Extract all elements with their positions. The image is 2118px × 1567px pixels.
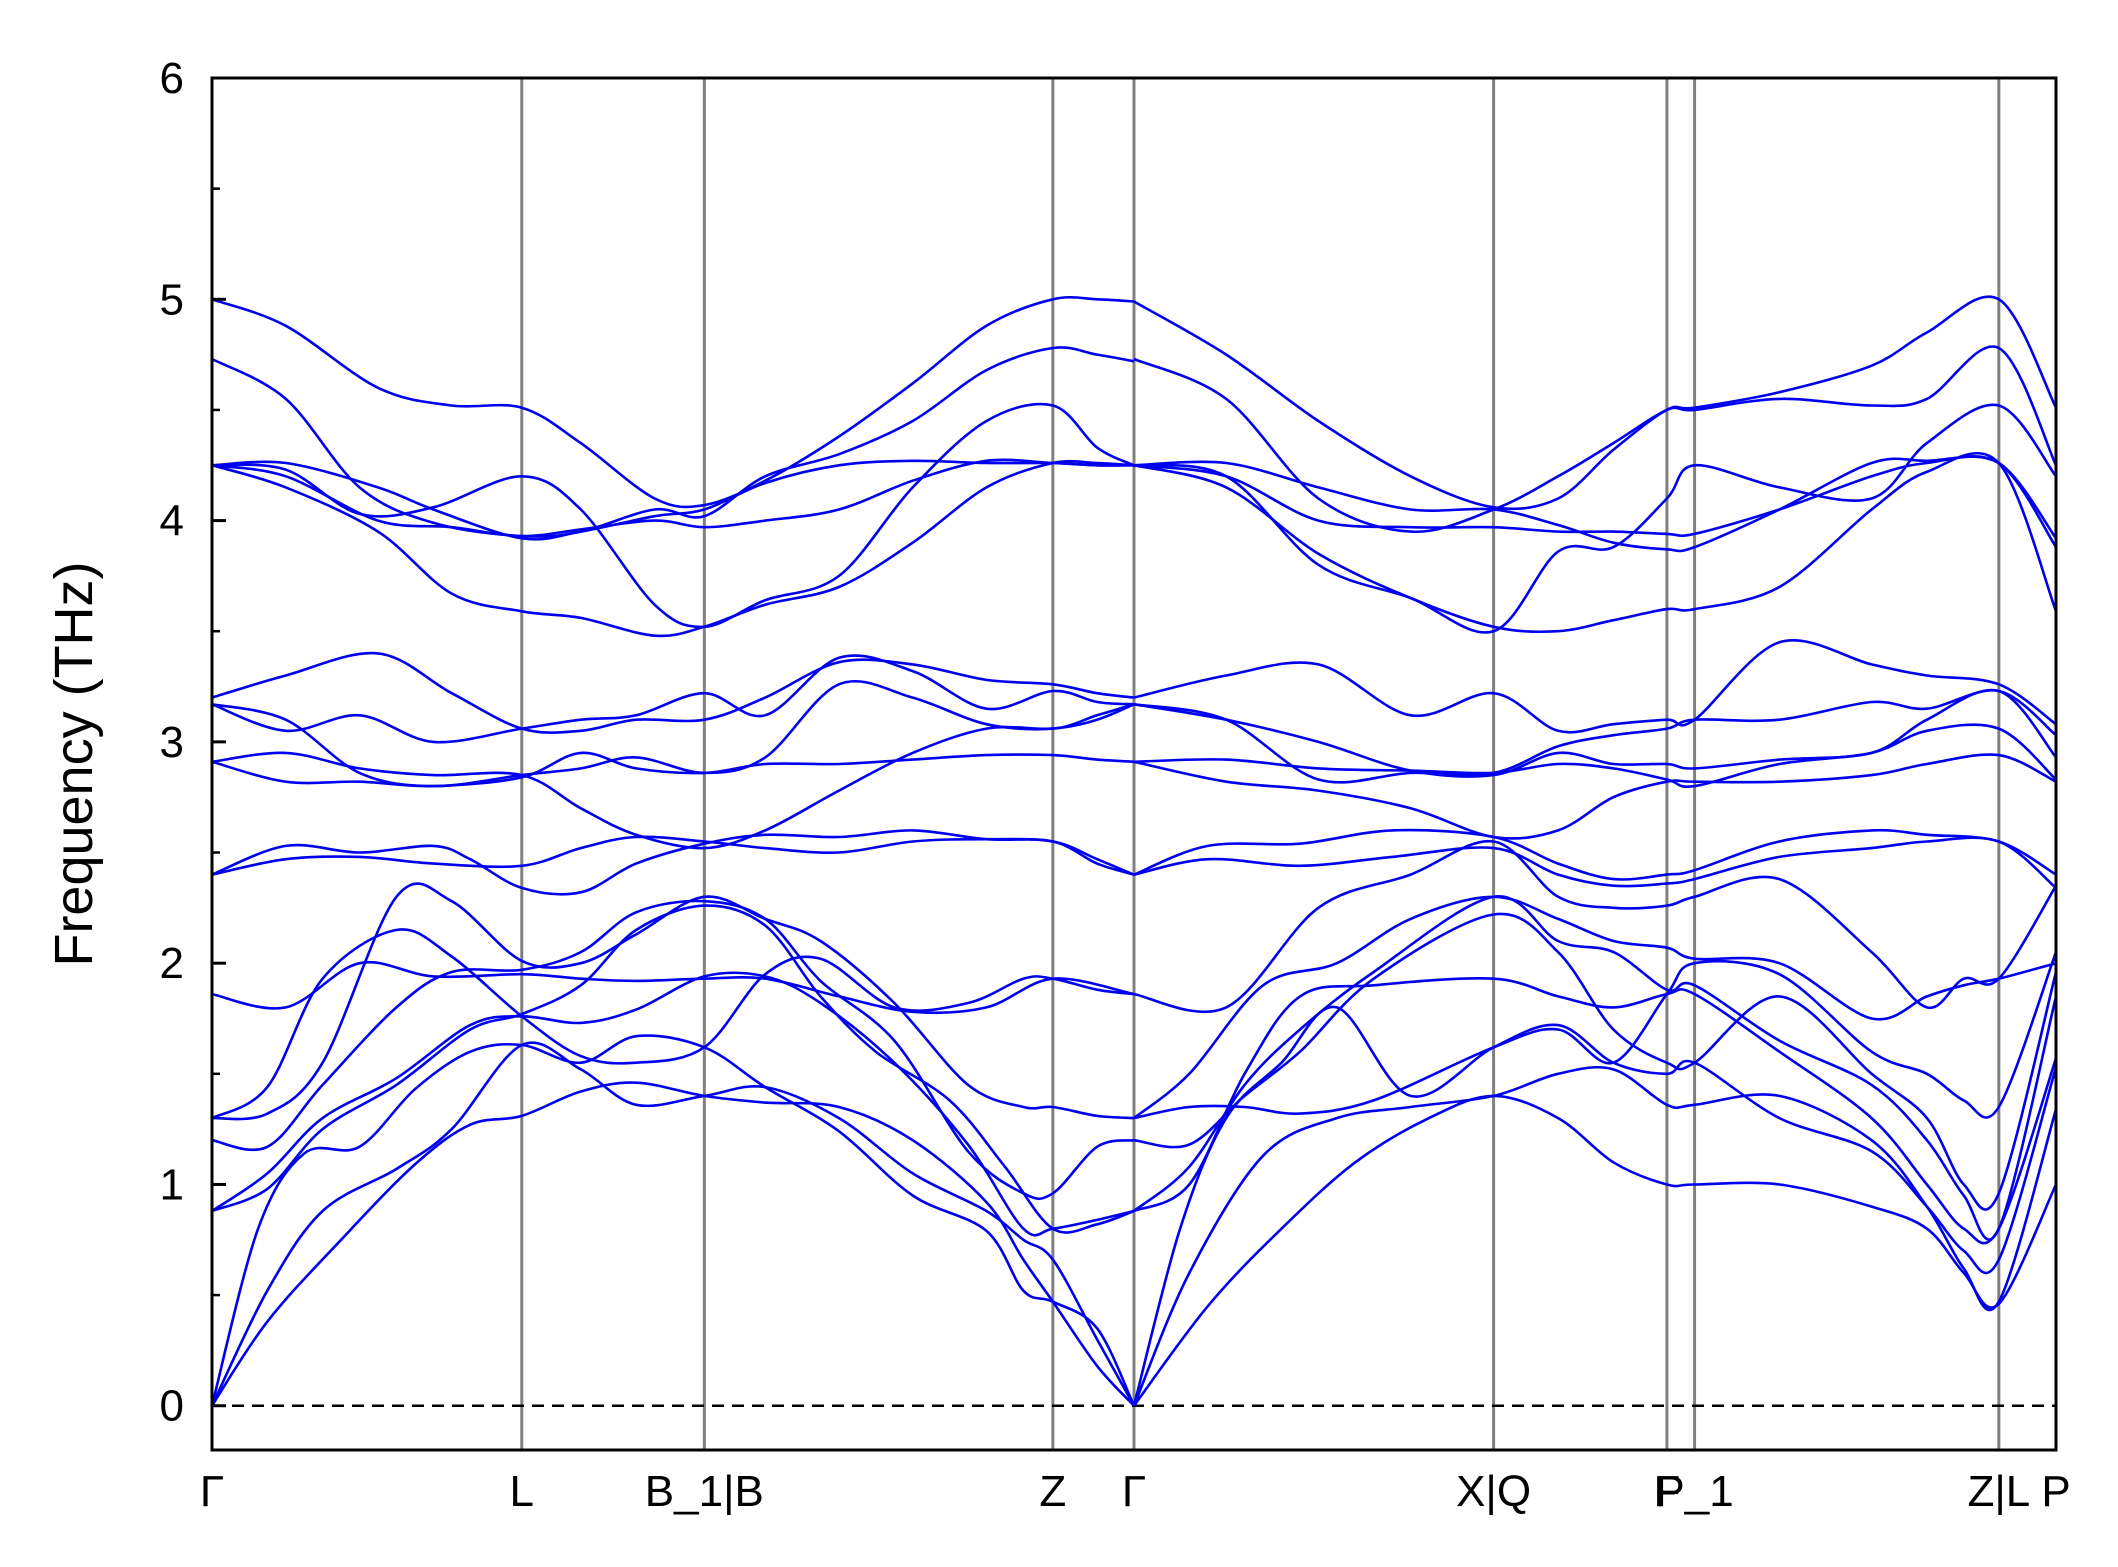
y-tick-label-2: 2 (160, 939, 184, 988)
x-tick-label-0: Γ (200, 1467, 224, 1516)
x-tick-label-6: F (1653, 1467, 1680, 1516)
band-line-40 (1133, 455, 2058, 553)
x-tick-label-8: Z|L (1967, 1467, 2030, 1516)
band-line-6 (211, 882, 1135, 1121)
band-line-37 (1133, 639, 2057, 734)
band-line-35 (1133, 688, 2058, 778)
band-line-20 (211, 346, 1135, 538)
band-line-10 (211, 829, 1135, 896)
plot-frame (210, 76, 2058, 1452)
band-series (210, 295, 2058, 1407)
x-tick-label-5: X|Q (1456, 1467, 1531, 1516)
band-line-13 (211, 679, 1135, 788)
band-line-41 (1133, 403, 2058, 634)
band-line-18 (211, 459, 1135, 541)
y-tick-label-5: 5 (160, 275, 184, 324)
y-tick-label-0: 0 (160, 1382, 184, 1431)
band-line-39 (1133, 454, 2058, 548)
band-line-27 (1133, 912, 2058, 1211)
band-line-42 (1133, 345, 2058, 533)
band-line-0 (210, 1081, 1135, 1407)
band-line-36 (1133, 689, 2057, 784)
y-tick-label-3: 3 (160, 718, 184, 767)
band-line-1 (210, 1041, 1136, 1407)
band-line-15 (211, 651, 1135, 734)
y-tick-label-6: 6 (160, 54, 184, 103)
y-axis: 0 1 2 3 4 5 6 (160, 54, 226, 1431)
band-line-4 (211, 904, 1135, 1234)
band-line-8 (211, 960, 1135, 1015)
x-tick-label-1: L (510, 1467, 534, 1516)
y-tick-label-1: 1 (160, 1160, 184, 1209)
y-tick-label-4: 4 (160, 497, 184, 546)
band-line-26 (1133, 895, 2058, 1241)
band-line-3 (211, 971, 1135, 1237)
x-tick-label-7: P_1 (1655, 1467, 1733, 1516)
band-line-9 (211, 835, 1135, 876)
band-line-43 (1133, 295, 2058, 511)
band-line-32 (1133, 828, 2057, 881)
band-line-33 (1133, 753, 2057, 840)
band-line-23 (1132, 1065, 2058, 1407)
band-line-12 (211, 703, 1135, 850)
x-tick-label-9: P (2041, 1467, 2070, 1516)
band-line-11 (211, 751, 1135, 788)
band-line-22 (1132, 1094, 2058, 1407)
band-line-19 (211, 402, 1135, 629)
band-line-30 (1133, 839, 2058, 1013)
band-line-16 (211, 459, 1135, 638)
band-line-17 (211, 458, 1135, 538)
x-tick-label-3: Z (1039, 1467, 1066, 1516)
x-tick-label-2: B_1|B (645, 1467, 764, 1516)
band-line-5 (211, 899, 1135, 1201)
band-line-21 (211, 295, 1135, 509)
band-line-28 (1133, 951, 2058, 1120)
x-tick-label-4: Γ (1122, 1467, 1146, 1516)
band-line-14 (211, 654, 1135, 744)
band-line-38 (1133, 451, 2058, 634)
band-line-25 (1133, 977, 2058, 1245)
band-line-7 (211, 928, 1135, 1120)
band-line-31 (1133, 836, 2057, 889)
band-line-29 (1133, 895, 2057, 1120)
band-line-34 (1133, 723, 2057, 788)
band-line-2 (210, 1034, 1136, 1407)
y-axis-title: Frequency (THz) (44, 561, 104, 966)
x-axis: Γ L B_1|B Z Γ X|Q FP_1 Z|L P (200, 1467, 2071, 1516)
